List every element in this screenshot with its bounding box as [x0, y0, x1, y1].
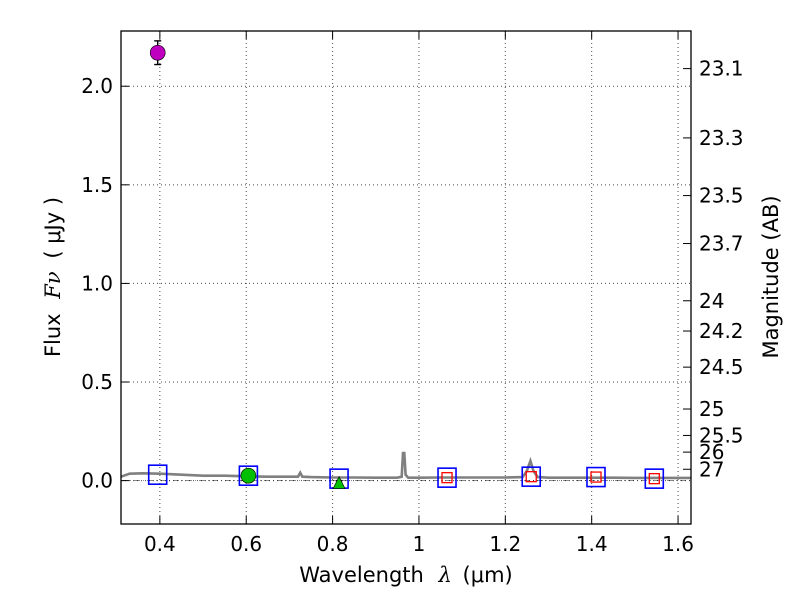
y2-tick-label: 26 [699, 440, 724, 464]
y-tick-label: 1.5 [81, 173, 113, 197]
detection-point [240, 467, 257, 484]
x-tick-label: 1 [413, 532, 426, 556]
ticks: 0.4 0.6 0.8 1 1.2 1.4 1.6 0.0 0.5 1.0 1.5 2.0 23.1 23… [81, 31, 744, 556]
y2-tick-label: 24 [699, 289, 724, 313]
y2-axis-label: Magnitude (AB) [759, 195, 783, 358]
grid [121, 31, 691, 524]
model-photometry-point [586, 466, 606, 488]
model-photometry-point [437, 467, 457, 488]
plot-area [120, 40, 691, 489]
x-tick-label: 1.2 [489, 532, 521, 556]
x-axis-label: Wavelength λ (μm) [299, 563, 512, 587]
y2-tick-label: 23.7 [699, 232, 744, 256]
model-photometry-point [644, 468, 665, 489]
y-tick-label: 1.0 [81, 271, 113, 295]
y2-tick-label: 25 [699, 397, 724, 421]
y2-tick-label: 24.2 [699, 319, 744, 343]
y2-tick-label: 23.1 [699, 57, 744, 81]
x-tick-label: 1.4 [576, 532, 608, 556]
y-tick-label: 0.5 [81, 370, 113, 394]
model-photometry-point [521, 466, 542, 487]
y-tick-label: 2.0 [81, 74, 113, 98]
y2-tick-label: 23.5 [699, 184, 744, 208]
x-tick-label: 0.4 [144, 532, 176, 556]
model-photometry-point [147, 464, 168, 486]
detection-point [332, 475, 346, 489]
upper-limit-point [590, 471, 602, 483]
upper-limit-point [525, 471, 537, 483]
y-tick-label: 0.0 [81, 469, 113, 493]
y2-tick-label: 23.3 [699, 126, 744, 150]
y2-tick-label: 27 [699, 457, 724, 481]
model-photometry-point [238, 465, 259, 486]
x-tick-label: 0.8 [317, 532, 349, 556]
axes-frame [120, 30, 692, 525]
y2-tick-label: 25.5 [699, 423, 744, 447]
y-axis-label: Flux Fν ( μJy ) [41, 197, 65, 357]
upper-limit-point [648, 472, 660, 485]
upper-limit-point [441, 472, 453, 484]
x-tick-label: 1.6 [662, 532, 694, 556]
detection-point [149, 44, 166, 61]
y2-tick-label: 24.5 [699, 355, 744, 379]
x-tick-label: 0.6 [230, 532, 262, 556]
